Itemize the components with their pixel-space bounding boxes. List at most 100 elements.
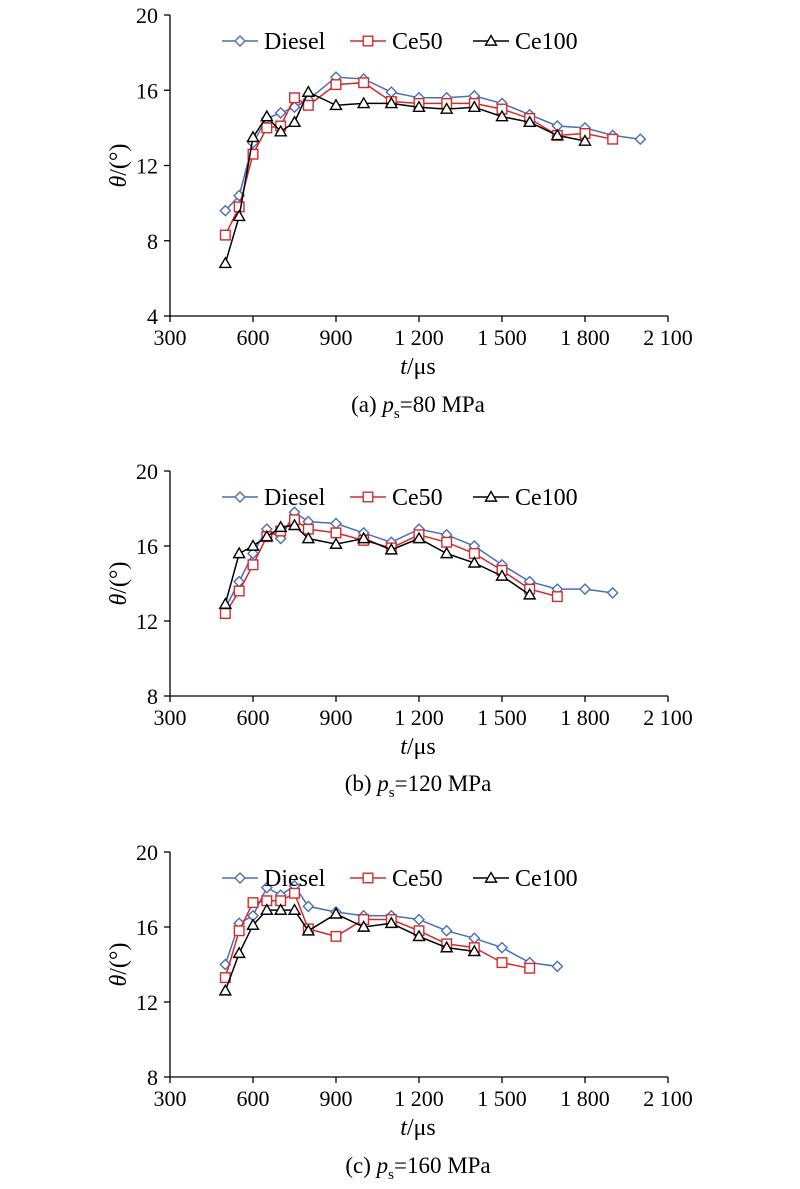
- caption-subscript: s: [388, 1167, 394, 1183]
- data-point: [260, 903, 274, 915]
- data-point: [289, 92, 301, 104]
- data-point: [287, 115, 302, 128]
- x-tick-label: 2 100: [643, 705, 693, 730]
- caption-subscript: s: [389, 785, 395, 801]
- data-point: [219, 204, 232, 217]
- data-point: [606, 586, 619, 599]
- data-point: [218, 983, 233, 996]
- x-tick-label: 2 100: [643, 325, 693, 350]
- x-axis-label-unit: /μs: [407, 1115, 436, 1141]
- data-point: [274, 106, 287, 119]
- data-point: [260, 881, 273, 894]
- data-point: [246, 918, 260, 930]
- data-point: [301, 85, 316, 97]
- x-tick-label: 300: [154, 325, 187, 350]
- legend-marker: [362, 35, 374, 47]
- legend-item-ce100: Ce100: [473, 485, 578, 511]
- x-tick-label: 900: [320, 325, 353, 350]
- legend-item-ce100: Ce100: [473, 866, 578, 892]
- y-tick-label: 12: [136, 609, 158, 634]
- series-ce50: [219, 887, 536, 984]
- x-axis-label-unit: /μs: [407, 354, 436, 380]
- data-point: [384, 542, 399, 555]
- x-tick-label: 1 800: [560, 325, 610, 350]
- data-point: [496, 941, 508, 954]
- legend-marker: [484, 490, 498, 502]
- legend-marker: [484, 871, 498, 883]
- legend-item-diesel: Diesel: [222, 29, 326, 55]
- x-axis-label: t/μs: [400, 734, 436, 760]
- data-point: [550, 128, 565, 141]
- caption-rest: =80 MPa: [400, 392, 485, 417]
- data-point: [496, 957, 508, 969]
- caption-var: p: [375, 1153, 389, 1178]
- data-point: [412, 531, 426, 544]
- data-point: [579, 583, 591, 596]
- data-point: [260, 529, 274, 542]
- data-point: [261, 122, 273, 134]
- data-point: [219, 229, 231, 241]
- data-point: [218, 256, 233, 269]
- legend-label: Ce100: [515, 866, 578, 892]
- caption-subscript: s: [394, 406, 400, 422]
- x-axis-label-var: t: [400, 734, 408, 760]
- legend-item-diesel: Diesel: [222, 866, 326, 892]
- data-point: [634, 133, 647, 146]
- x-tick-label: 1 500: [477, 325, 527, 350]
- caption-var: p: [375, 771, 389, 796]
- y-tick-label: 12: [136, 154, 158, 179]
- y-tick-label: 20: [136, 459, 158, 484]
- data-point: [260, 109, 274, 122]
- data-point: [232, 209, 246, 222]
- data-point: [358, 77, 370, 89]
- data-point: [247, 148, 259, 160]
- y-tick-label: 8: [147, 1065, 158, 1090]
- data-point: [412, 100, 426, 113]
- chart-panel-3: 8 12 16 20 300 600 900 1 200 1 500 1 800 2 100 t/μs…: [106, 840, 693, 1183]
- data-point: [356, 920, 371, 932]
- data-point: [287, 518, 302, 531]
- data-point: [384, 96, 399, 109]
- x-tick-label: 600: [237, 705, 270, 730]
- data-point: [495, 109, 509, 122]
- caption-rest: =120 MPa: [395, 771, 492, 796]
- data-point: [273, 124, 288, 137]
- y-tick-label: 16: [136, 915, 158, 940]
- legend-label: Diesel: [264, 866, 326, 892]
- data-point: [524, 962, 536, 974]
- y-axis-label: θ/(°): [106, 143, 132, 187]
- data-point: [301, 923, 316, 936]
- x-axis-label: t/μs: [400, 354, 436, 380]
- x-tick-label: 900: [320, 1086, 353, 1111]
- x-tick-label: 1 800: [560, 705, 610, 730]
- data-point: [233, 925, 245, 937]
- series-ce100: [218, 518, 537, 609]
- data-point: [439, 546, 454, 559]
- data-point: [439, 940, 454, 953]
- data-point: [273, 520, 288, 533]
- data-point: [441, 536, 453, 548]
- legend-label: Diesel: [264, 485, 326, 511]
- data-point: [246, 539, 260, 551]
- legend-marker: [362, 491, 374, 503]
- y-tick-label: 4: [147, 304, 158, 329]
- legend-item-ce100: Ce100: [473, 29, 578, 55]
- data-point: [273, 903, 288, 915]
- data-point: [384, 916, 399, 929]
- x-axis-label-unit: /μs: [407, 734, 436, 760]
- y-axis-label-unit: /(°): [106, 561, 132, 593]
- y-tick-label: 12: [136, 990, 158, 1015]
- x-axis-label-var: t: [400, 1115, 408, 1141]
- data-point: [467, 100, 482, 113]
- y-tick-label: 8: [147, 229, 158, 254]
- series-ce50: [219, 514, 563, 620]
- series-ce100: [218, 85, 592, 269]
- x-tick-label: 300: [154, 705, 187, 730]
- y-axis-label: θ/(°): [106, 942, 132, 986]
- caption-var: p: [380, 392, 394, 417]
- y-tick-label: 20: [136, 3, 158, 28]
- legend-label: Diesel: [264, 29, 326, 55]
- data-point: [330, 517, 342, 530]
- data-point: [246, 130, 260, 143]
- data-point: [467, 555, 482, 568]
